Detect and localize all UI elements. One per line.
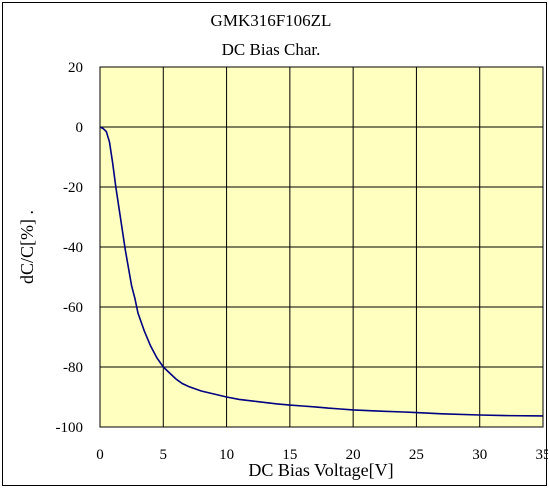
series-line <box>99 126 544 417</box>
y-tick-label: 0 <box>76 120 84 136</box>
x-tick-labels: 0 5 10 15 20 25 30 35 <box>96 447 548 463</box>
x-tick-label: 25 <box>409 447 424 463</box>
y-tick-label: -40 <box>63 240 83 256</box>
x-tick-label: 30 <box>472 447 487 463</box>
x-tick-label: 15 <box>282 447 297 463</box>
x-tick-label: 5 <box>160 447 168 463</box>
x-tick-label: 0 <box>96 447 104 463</box>
y-tick-label: -60 <box>63 300 83 316</box>
y-tick-label: -20 <box>63 180 83 196</box>
y-tick-label: 20 <box>68 60 83 76</box>
chart-subtitle: DC Bias Char. <box>222 40 321 59</box>
plot-border <box>99 66 544 428</box>
x-tick-label: 35 <box>536 447 549 463</box>
y-tick-labels: 20 0 -20 -40 -60 -80 -100 <box>56 60 84 436</box>
x-tick-label: 20 <box>346 447 361 463</box>
chart-title: GMK316F106ZL <box>211 11 332 30</box>
dc-bias-chart: GMK316F106ZL DC Bias Char. 20 0 -20 -40 -60 -… <box>17 11 548 480</box>
x-tick-label: 10 <box>219 447 234 463</box>
x-axis-label: DC Bias Voltage[V] <box>248 460 393 480</box>
y-axis-label: dC/C[%] . <box>17 210 37 284</box>
y-tick-label: -80 <box>63 360 83 376</box>
y-tick-label: -100 <box>56 420 84 436</box>
